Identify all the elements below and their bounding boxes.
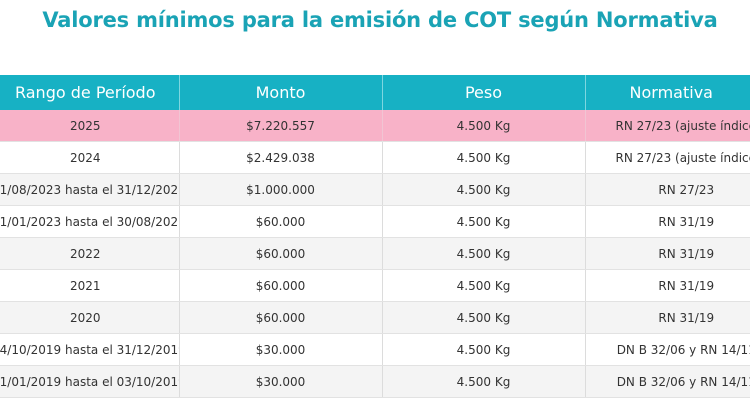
cell-monto: $7.220.557 (179, 110, 383, 142)
header-peso: Peso (382, 75, 586, 110)
header-normativa: Normativa (585, 75, 750, 110)
cell-normativa: RN 27/23 (585, 173, 750, 206)
cell-normativa: RN 27/23 (ajuste índice) (585, 141, 750, 174)
cell-monto: $2.429.038 (179, 141, 383, 174)
cell-rango: 2024 (0, 141, 180, 174)
cell-monto: $30.000 (179, 333, 383, 366)
cell-monto: $60.000 (179, 205, 383, 238)
cell-normativa: RN 31/19 (585, 301, 750, 334)
table-row: 31/08/2023 hasta el 31/12/2023 $1.000.00… (0, 173, 750, 206)
cell-monto: $30.000 (179, 365, 383, 398)
cell-normativa: RN 27/23 (ajuste índice) (585, 110, 750, 142)
cell-peso: 4.500 Kg (382, 237, 586, 270)
cell-peso: 4.500 Kg (382, 141, 586, 174)
table-row: 2021 $60.000 4.500 Kg RN 31/19 (0, 269, 750, 302)
table-row: 01/01/2023 hasta el 30/08/2023 $60.000 4… (0, 205, 750, 238)
cot-values-table: Rango de Período Monto Peso Normativa 20… (0, 75, 750, 398)
cell-peso: 4.500 Kg (382, 365, 586, 398)
cell-normativa: DN B 32/06 y RN 14/11 (585, 333, 750, 366)
header-row: Rango de Período Monto Peso Normativa (0, 75, 750, 110)
table-row: 2025 $7.220.557 4.500 Kg RN 27/23 (ajust… (0, 110, 750, 142)
cell-peso: 4.500 Kg (382, 110, 586, 142)
cell-normativa: RN 31/19 (585, 269, 750, 302)
cell-normativa: RN 31/19 (585, 205, 750, 238)
cell-monto: $1.000.000 (179, 173, 383, 206)
cell-rango: 01/01/2023 hasta el 30/08/2023 (0, 205, 180, 238)
cot-values-table-container: Rango de Período Monto Peso Normativa 20… (0, 75, 750, 398)
cell-rango: 2025 (0, 110, 180, 142)
cell-rango: 31/08/2023 hasta el 31/12/2023 (0, 173, 180, 206)
header-rango-periodo: Rango de Período (0, 75, 180, 110)
cell-rango: 2020 (0, 301, 180, 334)
cell-peso: 4.500 Kg (382, 205, 586, 238)
cell-monto: $60.000 (179, 301, 383, 334)
cell-peso: 4.500 Kg (382, 333, 586, 366)
table-row: 01/01/2019 hasta el 03/10/2019 $30.000 4… (0, 365, 750, 398)
table-body: 2025 $7.220.557 4.500 Kg RN 27/23 (ajust… (0, 110, 750, 398)
cell-monto: $60.000 (179, 269, 383, 302)
cell-peso: 4.500 Kg (382, 269, 586, 302)
cell-monto: $60.000 (179, 237, 383, 270)
table-row: 2020 $60.000 4.500 Kg RN 31/19 (0, 301, 750, 334)
page-title: Valores mínimos para la emisión de COT s… (42, 8, 718, 32)
cell-peso: 4.500 Kg (382, 301, 586, 334)
table-header: Rango de Período Monto Peso Normativa (0, 75, 750, 110)
table-row: 04/10/2019 hasta el 31/12/2019 $30.000 4… (0, 333, 750, 366)
cell-peso: 4.500 Kg (382, 173, 586, 206)
cell-rango: 2021 (0, 269, 180, 302)
table-row: 2024 $2.429.038 4.500 Kg RN 27/23 (ajust… (0, 141, 750, 174)
cell-normativa: DN B 32/06 y RN 14/11 (585, 365, 750, 398)
header-monto: Monto (179, 75, 383, 110)
cell-rango: 04/10/2019 hasta el 31/12/2019 (0, 333, 180, 366)
table-row: 2022 $60.000 4.500 Kg RN 31/19 (0, 237, 750, 270)
cell-rango: 01/01/2019 hasta el 03/10/2019 (0, 365, 180, 398)
cell-normativa: RN 31/19 (585, 237, 750, 270)
cell-rango: 2022 (0, 237, 180, 270)
